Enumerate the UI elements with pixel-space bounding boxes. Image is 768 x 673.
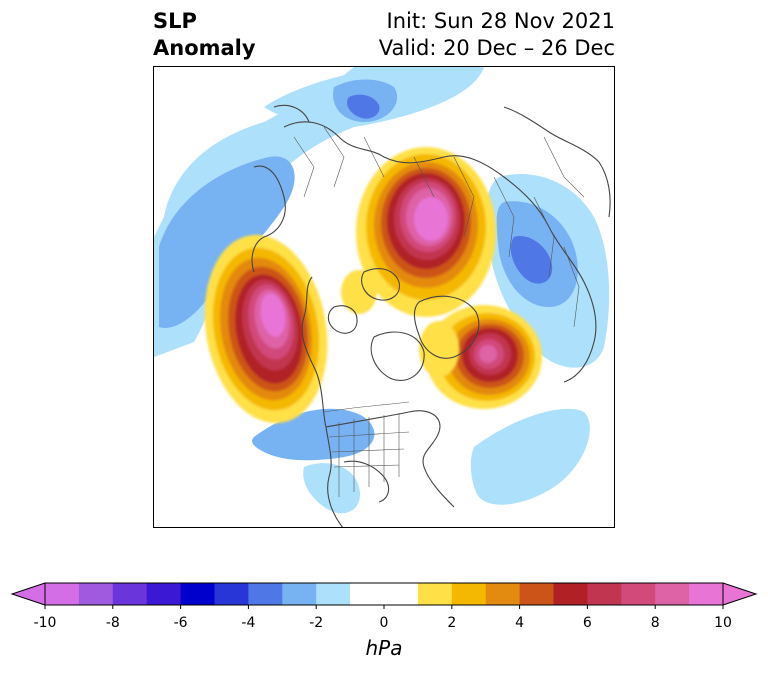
atlantic-high bbox=[426, 305, 542, 409]
colorbar-segment bbox=[282, 583, 317, 605]
colorbar-unit-label: hPa bbox=[365, 636, 403, 660]
title-variable: SLP bbox=[153, 9, 197, 33]
hudson-bay-coast bbox=[370, 331, 425, 381]
greenland-coast bbox=[413, 295, 480, 359]
colorbar-tick-label: 6 bbox=[582, 615, 592, 631]
greenland-lobe bbox=[341, 270, 377, 314]
north-america-coast bbox=[301, 276, 455, 527]
arctic-high bbox=[356, 147, 496, 317]
colorbar-segment bbox=[485, 583, 521, 605]
eurasia-country-borders bbox=[293, 126, 585, 328]
colorbar-segment bbox=[587, 583, 622, 605]
asia-east-coast bbox=[503, 106, 611, 218]
colorbar-tick-label: 0 bbox=[379, 615, 389, 631]
colorbar-segments bbox=[45, 583, 724, 605]
colorbar-segment bbox=[553, 583, 588, 605]
colorbar-tick-label: 10 bbox=[714, 615, 732, 631]
colorbar-segment bbox=[248, 583, 283, 605]
colorbar-segment bbox=[78, 583, 114, 605]
eurasia-coast bbox=[283, 121, 597, 383]
colorbar-over-outline bbox=[722, 582, 758, 606]
colorbar-under-outline bbox=[10, 582, 46, 606]
colorbar-tick-label: -8 bbox=[105, 615, 120, 631]
colorbar-tick-label: 2 bbox=[447, 615, 457, 631]
colorbar-under-triangle bbox=[12, 583, 45, 605]
colorbar-segment bbox=[180, 583, 215, 605]
map-title-right: Init: Sun 28 Nov 2021 Valid: 20 Dec – 26… bbox=[379, 8, 615, 62]
siberia-low-inner bbox=[510, 236, 553, 284]
negative-anomaly-regions bbox=[154, 67, 610, 514]
colorbar-segment bbox=[214, 583, 249, 605]
colorbar-tick-label: -4 bbox=[241, 615, 256, 631]
colorbar-segment bbox=[519, 583, 554, 605]
europe-low-inner bbox=[347, 94, 380, 119]
anomaly-map bbox=[154, 67, 611, 527]
alaska-high bbox=[204, 234, 328, 424]
colorbar-tick-label: -2 bbox=[309, 615, 324, 631]
colorbar-segment bbox=[655, 583, 690, 605]
pacific-low-outer bbox=[154, 67, 484, 357]
canada-us-border bbox=[323, 401, 410, 413]
title-field: Anomaly bbox=[153, 36, 256, 60]
colorbar-tick-label: -6 bbox=[173, 615, 188, 631]
colorbar-segment bbox=[621, 583, 656, 605]
atlantic-low bbox=[470, 408, 590, 505]
political-borders bbox=[293, 126, 585, 497]
map-title-left: SLP Anomaly bbox=[153, 8, 256, 62]
init-date: Init: Sun 28 Nov 2021 bbox=[386, 9, 615, 33]
colorbar-segment bbox=[689, 583, 724, 605]
coastlines bbox=[251, 104, 611, 527]
map-panel bbox=[153, 66, 615, 528]
colorbar-segment bbox=[316, 583, 351, 605]
positive-anomaly-regions bbox=[204, 147, 542, 424]
colorbar-segment bbox=[451, 583, 487, 605]
colorbar-segment bbox=[112, 583, 148, 605]
pacific-low-middle bbox=[159, 156, 295, 328]
colorbar-ticks bbox=[44, 605, 724, 609]
valid-range: Valid: 20 Dec – 26 Dec bbox=[378, 36, 615, 60]
colorbar-tick-label: -10 bbox=[33, 615, 57, 631]
colorbar-segment bbox=[146, 583, 182, 605]
colorbar-segment bbox=[45, 583, 80, 605]
colorbar-tick-label: 8 bbox=[650, 615, 660, 631]
arctic-islands-coast bbox=[327, 268, 400, 334]
colorbar-segment bbox=[350, 583, 419, 605]
colorbar-over-triangle bbox=[723, 583, 756, 605]
hudson-bay-lobe bbox=[419, 321, 459, 377]
mexico-low bbox=[303, 463, 360, 514]
us-state-borders bbox=[328, 413, 410, 497]
colorbar-segment bbox=[417, 583, 453, 605]
europe-coast bbox=[251, 104, 310, 273]
colorbar bbox=[10, 582, 758, 609]
colorbar-tick-label: 4 bbox=[515, 615, 525, 631]
